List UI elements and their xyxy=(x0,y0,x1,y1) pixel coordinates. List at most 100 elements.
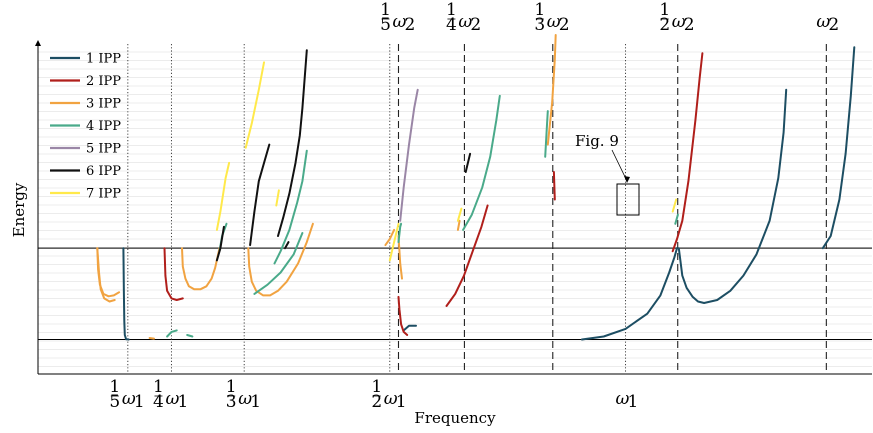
legend-label: 4 IPP xyxy=(86,119,121,134)
tick-label: 12 ω1 xyxy=(371,377,406,412)
annotation-arrow xyxy=(611,149,628,182)
legend-label: 1 IPP xyxy=(86,52,121,67)
tick-fraction-numerator: 1 xyxy=(446,0,457,20)
legend-item: 4 IPP xyxy=(50,119,121,134)
tick-fraction-denominator: 5 xyxy=(109,392,120,412)
series-curve xyxy=(462,94,501,231)
tick-label: 14 ω1 xyxy=(153,377,188,412)
series-curve xyxy=(544,110,549,158)
series-curve xyxy=(215,161,231,231)
tick-label: 13 ω1 xyxy=(226,377,261,412)
annotation-arrowhead xyxy=(624,176,630,183)
tick-omega-subscript: 2 xyxy=(404,15,415,35)
tick-omega-symbol: ω xyxy=(547,12,561,32)
series-curves xyxy=(96,34,856,341)
tick-omega-symbol: ω xyxy=(238,389,252,409)
series-curve xyxy=(397,222,403,244)
series-curve xyxy=(122,247,130,341)
tick-omega-symbol: ω xyxy=(165,389,179,409)
series-curve xyxy=(284,241,290,250)
tick-label: 14 ω2 xyxy=(446,0,481,35)
tick-fraction-numerator: 1 xyxy=(109,377,120,397)
tick-fraction-numerator: 1 xyxy=(371,377,382,397)
tick-label: ω1 xyxy=(616,389,639,412)
tick-omega-subscript: 2 xyxy=(684,15,695,35)
tick-omega-symbol: ω xyxy=(122,389,136,409)
grid-lines xyxy=(38,51,872,367)
series-5-ipp xyxy=(399,88,419,222)
legend-item: 7 IPP xyxy=(50,187,121,202)
tick-label: 13 ω2 xyxy=(534,0,569,35)
tick-omega-symbol: ω xyxy=(384,389,398,409)
axes xyxy=(35,40,872,375)
tick-omega-subscript: 1 xyxy=(134,392,145,412)
series-curve xyxy=(244,61,265,149)
series-3-ipp xyxy=(96,34,557,340)
tick-fraction-denominator: 4 xyxy=(446,15,457,35)
tick-label: ω2 xyxy=(816,12,839,35)
series-curve xyxy=(397,235,403,280)
tick-fraction-numerator: 1 xyxy=(380,0,391,20)
series-curve xyxy=(674,213,679,225)
tick-label: 15 ω1 xyxy=(109,377,144,412)
tick-omega-symbol: ω xyxy=(816,12,830,32)
tick-omega-subscript: 2 xyxy=(828,15,839,35)
series-1-ipp xyxy=(122,46,856,341)
tick-fraction-numerator: 1 xyxy=(534,0,545,20)
series-curve xyxy=(677,88,788,304)
annotation-label: Fig. 9 xyxy=(575,132,619,150)
series-curve xyxy=(273,149,308,265)
tick-omega-symbol: ω xyxy=(392,12,406,32)
tick-fraction-denominator: 3 xyxy=(226,392,237,412)
series-curve xyxy=(445,204,489,307)
tick-fraction-denominator: 3 xyxy=(534,15,545,35)
legend-item: 2 IPP xyxy=(50,74,121,89)
series-curve xyxy=(166,329,178,338)
series-curve xyxy=(148,337,155,340)
series-6-ipp xyxy=(215,49,472,262)
series-curve xyxy=(402,324,417,332)
series-curve xyxy=(388,222,400,262)
tick-omega-symbol: ω xyxy=(616,389,630,409)
tick-omega-subscript: 1 xyxy=(250,392,261,412)
series-curve xyxy=(464,152,472,173)
series-curve xyxy=(456,207,463,222)
series-curve xyxy=(186,334,194,338)
annotation-box xyxy=(616,183,640,216)
legend-item: 5 IPP xyxy=(50,142,121,157)
tick-omega-subscript: 2 xyxy=(470,15,481,35)
legend-label: 2 IPP xyxy=(86,74,121,89)
legend-label: 5 IPP xyxy=(86,142,121,157)
tick-label: 12 ω2 xyxy=(659,0,694,35)
series-curve xyxy=(671,198,678,213)
series-curve xyxy=(247,222,314,297)
tick-label: 15 ω2 xyxy=(380,0,415,35)
series-curve xyxy=(546,34,557,146)
series-curve xyxy=(397,295,409,336)
series-curve xyxy=(277,49,308,237)
tick-omega-subscript: 1 xyxy=(177,392,188,412)
legend-item: 1 IPP xyxy=(50,52,121,67)
series-curve xyxy=(552,171,556,201)
tick-fraction-denominator: 5 xyxy=(380,15,391,35)
tick-fraction-denominator: 2 xyxy=(659,15,670,35)
series-curve xyxy=(275,189,280,207)
reference-lines xyxy=(38,44,872,374)
legend-item: 3 IPP xyxy=(50,97,121,112)
tick-fraction-numerator: 1 xyxy=(659,0,670,20)
series-curve xyxy=(399,88,419,222)
tick-fraction-denominator: 4 xyxy=(153,392,164,412)
tick-fraction-numerator: 1 xyxy=(153,377,164,397)
tick-fraction-denominator: 2 xyxy=(371,392,382,412)
x-axis-title: Frequency xyxy=(414,409,496,427)
tick-omega-subscript: 2 xyxy=(559,15,570,35)
series-curve xyxy=(671,52,704,253)
legend-label: 3 IPP xyxy=(86,97,121,112)
series-7-ipp xyxy=(215,61,678,262)
series-curve xyxy=(215,225,225,262)
tick-fraction-numerator: 1 xyxy=(226,377,237,397)
series-curve xyxy=(96,247,116,303)
legend-item: 6 IPP xyxy=(50,164,121,179)
